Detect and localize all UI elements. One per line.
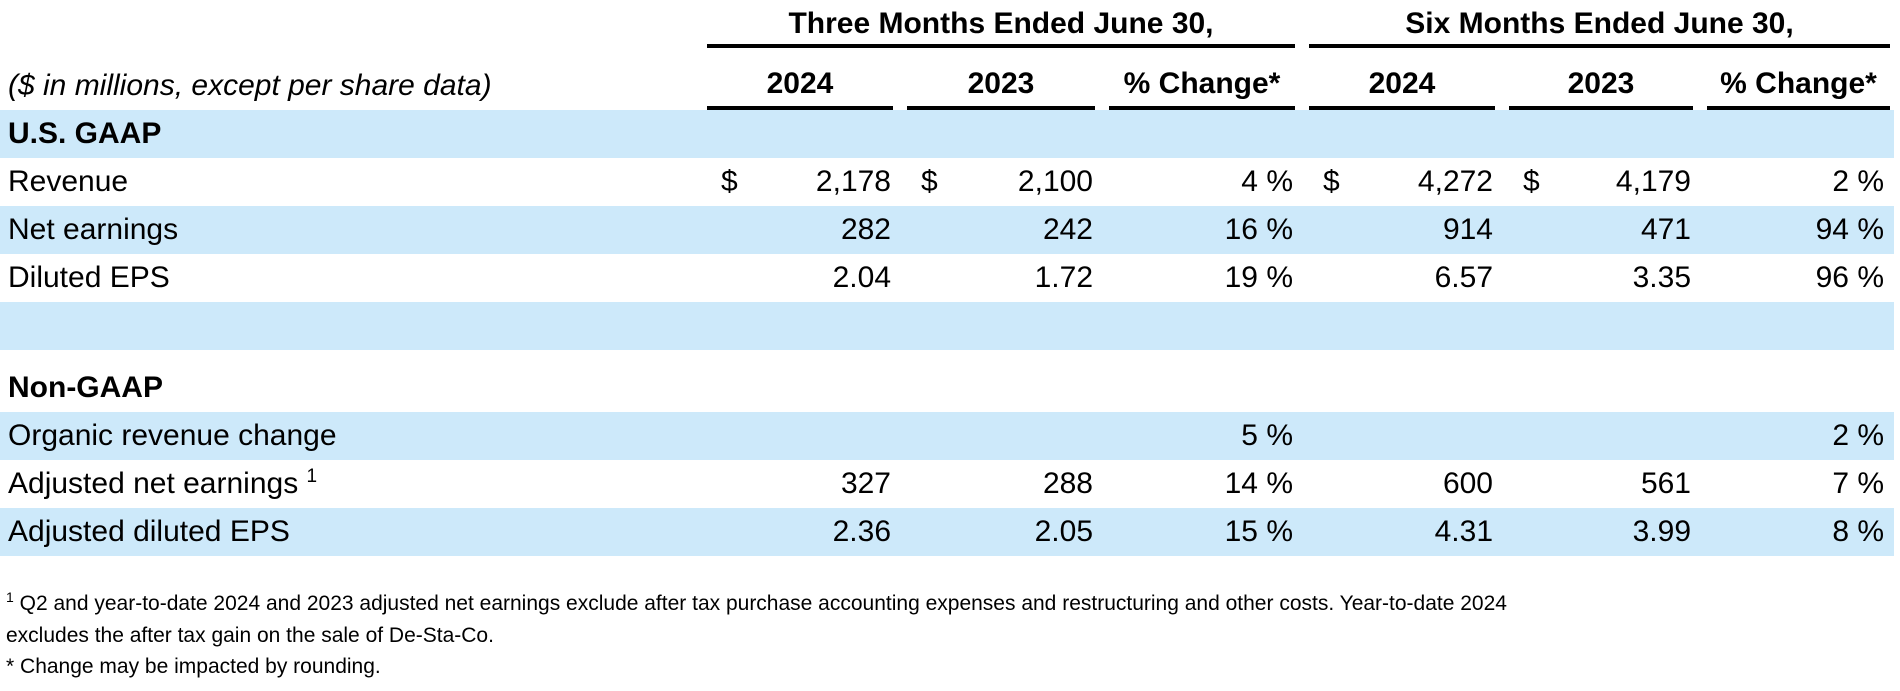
value-cell: $4,179 xyxy=(1523,165,1691,198)
dollar-sign: $ xyxy=(921,165,938,198)
value-cell: 2.36 xyxy=(832,515,891,548)
row-label: Adjusted diluted EPS xyxy=(8,515,290,548)
empty-row xyxy=(0,302,1895,350)
dollar-sign: $ xyxy=(1323,165,1340,198)
footnote-1-text: Q2 and year-to-date 2024 and 2023 adjust… xyxy=(6,592,1507,647)
col-header-6m-change: % Change* xyxy=(1707,62,1894,110)
section-spacer-row xyxy=(0,350,1894,364)
col-header-3m-2023: 2023 xyxy=(907,62,1109,110)
value-cell: 15 % xyxy=(1224,515,1293,548)
table-row-net-earnings: Net earnings 282 242 16 % 914 471 94 % xyxy=(0,206,1895,254)
footnotes: 1 Q2 and year-to-date 2024 and 2023 adju… xyxy=(0,588,1584,683)
value-cell: 4 % xyxy=(1241,165,1293,198)
value-cell: 282 xyxy=(840,213,891,246)
financial-table: Three Months Ended June 30, Six Months E… xyxy=(0,4,1895,556)
footnote-ref-1: 1 xyxy=(306,466,318,487)
value-cell: 2.04 xyxy=(832,261,891,294)
value-cell: 6.57 xyxy=(1434,261,1493,294)
corner-cell xyxy=(0,4,707,48)
value-cell: 8 % xyxy=(1832,515,1885,548)
value-cell: 2 % xyxy=(1832,165,1885,198)
table-row-organic-revenue-change: Organic revenue change 5 % 2 % xyxy=(0,412,1895,460)
value-cell: 7 % xyxy=(1832,467,1885,500)
value-cell: 96 % xyxy=(1815,261,1885,294)
value-cell: 561 xyxy=(1640,467,1691,500)
value-cell: 914 xyxy=(1442,213,1493,246)
table-row-us-gaap: U.S. GAAP xyxy=(0,110,1895,158)
col-header-3m-2024: 2024 xyxy=(707,62,907,110)
row-label: Adjusted net earnings 1 xyxy=(8,466,318,500)
row-label: Diluted EPS xyxy=(8,261,170,294)
row-label: Net earnings xyxy=(8,213,179,246)
value-cell: 5 % xyxy=(1241,419,1293,452)
value-cell: 242 xyxy=(1042,213,1093,246)
table-row-diluted-eps: Diluted EPS 2.04 1.72 19 % 6.57 3.35 96 … xyxy=(0,254,1894,302)
footnote-1-marker: 1 xyxy=(6,589,14,605)
section-label: Non-GAAP xyxy=(8,371,163,404)
table-row-revenue: Revenue $2,178 $2,100 4 % $4,272 $4,179 … xyxy=(0,158,1894,206)
value-cell: 2.05 xyxy=(1034,515,1093,548)
value-cell: 288 xyxy=(1042,467,1093,500)
six-months-group-header: Six Months Ended June 30, xyxy=(1309,4,1894,48)
value-cell: 1.72 xyxy=(1034,261,1093,294)
dollar-sign: $ xyxy=(1523,165,1540,198)
header-gap-row xyxy=(0,48,1894,62)
dollar-sign: $ xyxy=(721,165,738,198)
col-header-3m-change: % Change* xyxy=(1109,62,1309,110)
footnote-asterisk-marker: * xyxy=(6,655,15,678)
value-cell: 3.99 xyxy=(1632,515,1691,548)
value-cell: 4.31 xyxy=(1434,515,1493,548)
three-months-title: Three Months Ended June 30, xyxy=(707,7,1295,48)
six-months-title: Six Months Ended June 30, xyxy=(1309,7,1891,48)
value-cell: 3.35 xyxy=(1632,261,1691,294)
units-note: ($ in millions, except per share data) xyxy=(8,69,492,102)
footnote-asterisk-text: Change may be impacted by rounding. xyxy=(20,655,381,678)
three-months-group-header: Three Months Ended June 30, xyxy=(707,4,1309,48)
period-header-row: Three Months Ended June 30, Six Months E… xyxy=(0,4,1894,48)
value-cell: 2 % xyxy=(1832,419,1885,452)
value-cell: 14 % xyxy=(1224,467,1293,500)
col-header-6m-2024: 2024 xyxy=(1309,62,1509,110)
value-cell: 94 % xyxy=(1815,213,1885,246)
footnote-1: 1 Q2 and year-to-date 2024 and 2023 adju… xyxy=(6,588,1584,651)
table-row-adjusted-diluted-eps: Adjusted diluted EPS 2.36 2.05 15 % 4.31… xyxy=(0,508,1895,556)
footnote-asterisk: * Change may be impacted by rounding. xyxy=(6,651,1584,683)
value-cell: 600 xyxy=(1442,467,1493,500)
table-row-non-gaap: Non-GAAP xyxy=(0,364,1894,412)
value-cell: $2,100 xyxy=(921,165,1093,198)
value-cell: $2,178 xyxy=(721,165,891,198)
col-header-6m-2023: 2023 xyxy=(1509,62,1707,110)
section-label: U.S. GAAP xyxy=(8,117,162,150)
value-cell: 471 xyxy=(1640,213,1691,246)
row-label: Organic revenue change xyxy=(8,419,337,452)
value-cell: 16 % xyxy=(1224,213,1293,246)
value-cell: $4,272 xyxy=(1323,165,1493,198)
column-header-row: ($ in millions, except per share data) 2… xyxy=(0,62,1894,110)
units-note-cell: ($ in millions, except per share data) xyxy=(0,62,707,110)
row-label: Revenue xyxy=(8,165,129,198)
table-row-adjusted-net-earnings: Adjusted net earnings 1 327 288 14 % 600… xyxy=(0,460,1894,508)
value-cell: 327 xyxy=(840,467,891,500)
value-cell: 19 % xyxy=(1224,261,1293,294)
